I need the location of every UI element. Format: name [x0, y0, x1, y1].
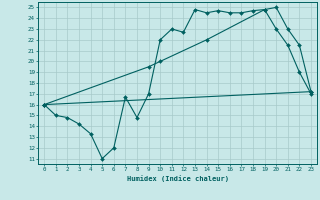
X-axis label: Humidex (Indice chaleur): Humidex (Indice chaleur) [127, 175, 228, 182]
